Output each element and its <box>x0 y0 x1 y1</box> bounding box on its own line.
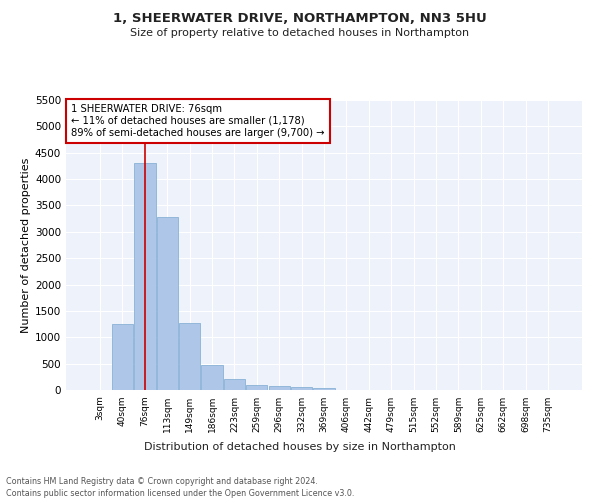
Text: 1, SHEERWATER DRIVE, NORTHAMPTON, NN3 5HU: 1, SHEERWATER DRIVE, NORTHAMPTON, NN3 5H… <box>113 12 487 26</box>
Text: Size of property relative to detached houses in Northampton: Size of property relative to detached ho… <box>130 28 470 38</box>
Y-axis label: Number of detached properties: Number of detached properties <box>21 158 31 332</box>
Bar <box>112 324 133 390</box>
Bar <box>179 323 200 390</box>
Bar <box>291 388 312 390</box>
Bar <box>224 380 245 390</box>
Bar <box>134 164 155 390</box>
Text: 1 SHEERWATER DRIVE: 76sqm
← 11% of detached houses are smaller (1,178)
89% of se: 1 SHEERWATER DRIVE: 76sqm ← 11% of detac… <box>71 104 325 138</box>
Bar <box>313 388 335 390</box>
Bar <box>202 364 223 390</box>
Bar <box>157 217 178 390</box>
Text: Distribution of detached houses by size in Northampton: Distribution of detached houses by size … <box>144 442 456 452</box>
Text: Contains public sector information licensed under the Open Government Licence v3: Contains public sector information licen… <box>6 489 355 498</box>
Text: Contains HM Land Registry data © Crown copyright and database right 2024.: Contains HM Land Registry data © Crown c… <box>6 478 318 486</box>
Bar <box>246 384 268 390</box>
Bar <box>269 386 290 390</box>
